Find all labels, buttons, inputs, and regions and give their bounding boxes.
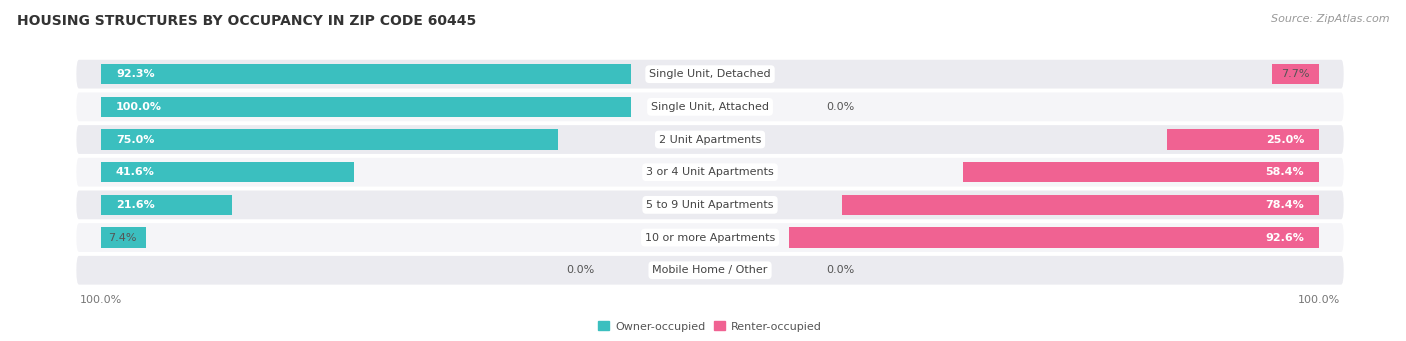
Text: Single Unit, Attached: Single Unit, Attached (651, 102, 769, 112)
FancyBboxPatch shape (76, 92, 1344, 121)
Bar (101, 227, 146, 248)
Text: 25.0%: 25.0% (1265, 135, 1305, 145)
Text: 58.4%: 58.4% (1265, 167, 1305, 177)
Text: 92.3%: 92.3% (115, 69, 155, 79)
FancyBboxPatch shape (76, 158, 1344, 187)
Bar (101, 162, 354, 182)
FancyBboxPatch shape (76, 223, 1344, 252)
FancyBboxPatch shape (76, 125, 1344, 154)
Text: HOUSING STRUCTURES BY OCCUPANCY IN ZIP CODE 60445: HOUSING STRUCTURES BY OCCUPANCY IN ZIP C… (17, 14, 477, 28)
Text: 3 or 4 Unit Apartments: 3 or 4 Unit Apartments (647, 167, 773, 177)
Text: 2 Unit Apartments: 2 Unit Apartments (659, 135, 761, 145)
Bar (1272, 64, 1319, 84)
Text: Single Unit, Detached: Single Unit, Detached (650, 69, 770, 79)
Bar (789, 227, 1319, 248)
Bar (101, 129, 558, 150)
Bar (101, 195, 232, 215)
Text: 92.6%: 92.6% (1265, 233, 1305, 242)
Text: 10 or more Apartments: 10 or more Apartments (645, 233, 775, 242)
Bar (963, 162, 1319, 182)
Legend: Owner-occupied, Renter-occupied: Owner-occupied, Renter-occupied (593, 317, 827, 336)
Bar (101, 64, 631, 84)
Bar (842, 195, 1319, 215)
FancyBboxPatch shape (76, 191, 1344, 219)
Text: 41.6%: 41.6% (115, 167, 155, 177)
Bar (1167, 129, 1319, 150)
Text: 0.0%: 0.0% (567, 265, 595, 275)
FancyBboxPatch shape (76, 256, 1344, 285)
Text: 0.0%: 0.0% (825, 102, 853, 112)
Text: Mobile Home / Other: Mobile Home / Other (652, 265, 768, 275)
Text: Source: ZipAtlas.com: Source: ZipAtlas.com (1271, 14, 1389, 24)
Text: 7.7%: 7.7% (1281, 69, 1310, 79)
Bar (101, 97, 631, 117)
FancyBboxPatch shape (76, 60, 1344, 89)
Text: 5 to 9 Unit Apartments: 5 to 9 Unit Apartments (647, 200, 773, 210)
Text: 100.0%: 100.0% (115, 102, 162, 112)
Text: 7.4%: 7.4% (108, 233, 136, 242)
Text: 78.4%: 78.4% (1265, 200, 1305, 210)
Text: 0.0%: 0.0% (825, 265, 853, 275)
Text: 75.0%: 75.0% (115, 135, 155, 145)
Text: 21.6%: 21.6% (115, 200, 155, 210)
